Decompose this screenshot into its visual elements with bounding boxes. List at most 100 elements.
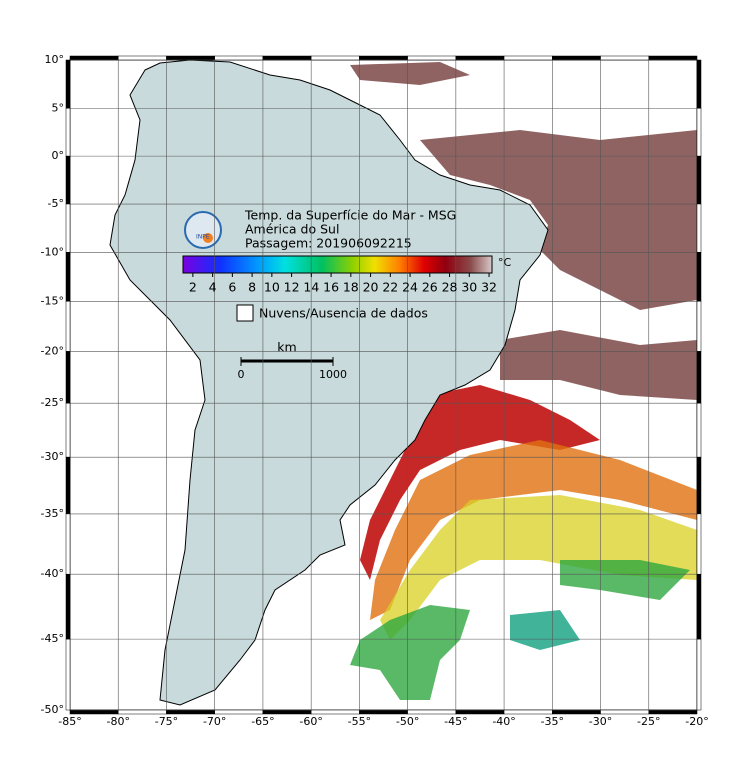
x-tick-label: -60° bbox=[299, 715, 322, 728]
frame-band bbox=[696, 155, 702, 205]
logo: INPE bbox=[184, 211, 222, 249]
colorbar-tick-label: 4 bbox=[209, 280, 217, 295]
sst-green bbox=[350, 560, 690, 700]
frame-band bbox=[65, 456, 71, 515]
frame-band bbox=[262, 709, 312, 715]
frame-band bbox=[696, 301, 702, 352]
colorbar-tick-label: 20 bbox=[363, 280, 379, 295]
y-tick-label: -10° bbox=[41, 245, 64, 258]
sst-yellow bbox=[380, 495, 697, 640]
colorbar-tick-label: 18 bbox=[343, 280, 359, 295]
frame-band bbox=[696, 402, 702, 458]
logo-sun bbox=[203, 233, 213, 243]
frame-band bbox=[65, 513, 71, 575]
colorbar bbox=[182, 255, 493, 274]
x-tick-label: -50° bbox=[396, 715, 419, 728]
frame-band bbox=[117, 55, 167, 61]
y-tick-label: -5° bbox=[48, 197, 64, 210]
sst-warm-tropical bbox=[350, 62, 697, 400]
frame-band bbox=[65, 252, 71, 302]
colorbar-tick-label: 14 bbox=[303, 280, 319, 295]
frame-band bbox=[696, 513, 702, 575]
frame-band bbox=[503, 709, 553, 715]
frame-band bbox=[359, 55, 408, 61]
x-tick-label: -20° bbox=[685, 715, 708, 728]
x-tick-label: -80° bbox=[106, 715, 129, 728]
frame-band bbox=[166, 55, 215, 61]
x-tick-label: -75° bbox=[155, 715, 178, 728]
y-tick-label: 10° bbox=[45, 53, 65, 66]
map-title: Temp. da Superfície do Mar - MSG bbox=[244, 208, 456, 223]
scale-tick-label: 0 bbox=[238, 368, 245, 381]
colorbar-tick-label: 12 bbox=[284, 280, 300, 295]
sst-orange bbox=[370, 440, 697, 620]
frame-band bbox=[696, 456, 702, 515]
frame-band bbox=[65, 203, 71, 253]
y-tick-label: -40° bbox=[41, 567, 64, 580]
colorbar-tick-label: 30 bbox=[461, 280, 477, 295]
frame-band bbox=[696, 252, 702, 302]
frame-band bbox=[648, 55, 698, 61]
frame-band bbox=[65, 351, 71, 404]
frame-band bbox=[696, 59, 702, 109]
frame-band bbox=[65, 155, 71, 205]
colorbar-tick-label: 8 bbox=[248, 280, 256, 295]
frame-band bbox=[696, 638, 702, 711]
y-tick-label: -45° bbox=[41, 632, 64, 645]
frame-band bbox=[407, 709, 457, 715]
pass-time: Passagem: 201906092215 bbox=[245, 236, 412, 251]
frame-band bbox=[552, 709, 601, 715]
x-tick-label: -40° bbox=[492, 715, 515, 728]
frame-band bbox=[455, 709, 505, 715]
scale-tick-label: 1000 bbox=[319, 368, 347, 381]
y-tick-label: 0° bbox=[52, 149, 65, 162]
frame-band bbox=[310, 55, 360, 61]
frame-band bbox=[262, 55, 312, 61]
y-tick-label: 5° bbox=[52, 101, 65, 114]
frame-band bbox=[696, 351, 702, 404]
legend-swatch bbox=[236, 304, 254, 322]
frame-band bbox=[65, 108, 71, 157]
x-tick-label: -35° bbox=[541, 715, 564, 728]
x-tick-label: -55° bbox=[348, 715, 371, 728]
sst-teal bbox=[510, 610, 580, 650]
frame-band bbox=[455, 55, 505, 61]
frame-band bbox=[65, 59, 71, 109]
frame-band bbox=[696, 573, 702, 640]
scale-unit: km bbox=[277, 340, 296, 355]
frame-band bbox=[600, 55, 650, 61]
x-tick-label: -30° bbox=[589, 715, 612, 728]
legend-label: Nuvens/Ausencia de dados bbox=[259, 306, 428, 321]
map-subtitle: América do Sul bbox=[245, 222, 339, 237]
frame-band bbox=[65, 573, 71, 640]
colorbar-tick-label: 26 bbox=[422, 280, 438, 295]
x-tick-label: -65° bbox=[251, 715, 274, 728]
x-tick-label: -70° bbox=[203, 715, 226, 728]
colorbar-tick-label: 10 bbox=[264, 280, 280, 295]
colorbar-tick-label: 28 bbox=[442, 280, 458, 295]
y-tick-label: -35° bbox=[41, 507, 64, 520]
x-tick-label: -45° bbox=[444, 715, 467, 728]
sst-red bbox=[360, 385, 600, 580]
frame-band bbox=[214, 709, 264, 715]
logo-globe bbox=[184, 211, 222, 249]
frame-band bbox=[166, 709, 215, 715]
colorbar-tick-label: 2 bbox=[189, 280, 197, 295]
frame-band bbox=[648, 709, 698, 715]
y-tick-label: -20° bbox=[41, 344, 64, 357]
map-area bbox=[70, 60, 697, 710]
x-tick-label: -25° bbox=[637, 715, 660, 728]
colorbar-unit: °C bbox=[498, 256, 512, 269]
frame-band bbox=[65, 638, 71, 711]
colorbar-tick-label: 22 bbox=[382, 280, 398, 295]
colorbar-tick-label: 6 bbox=[228, 280, 236, 295]
colorbar-tick-label: 24 bbox=[402, 280, 418, 295]
y-tick-label: -30° bbox=[41, 450, 64, 463]
frame-band bbox=[117, 709, 167, 715]
frame-band bbox=[69, 55, 119, 61]
frame-band bbox=[359, 709, 408, 715]
colorbar-tick-label: 16 bbox=[323, 280, 339, 295]
frame-band bbox=[65, 402, 71, 458]
x-tick-label: -85° bbox=[58, 715, 81, 728]
